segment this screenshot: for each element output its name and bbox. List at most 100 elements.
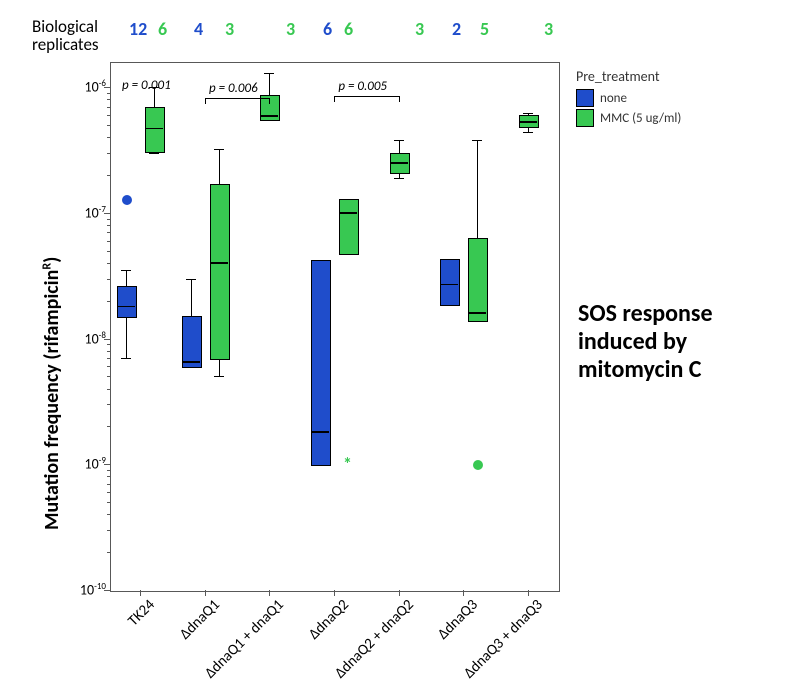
- ytick-mark: [104, 213, 110, 214]
- replicate-count: 2: [452, 18, 461, 40]
- median-line: [440, 284, 458, 286]
- replicate-count: 3: [225, 18, 234, 40]
- median-line: [260, 115, 278, 117]
- ytick-minor: [107, 107, 110, 108]
- ytick-minor: [107, 376, 110, 377]
- median-line: [390, 162, 408, 164]
- box: [260, 95, 280, 120]
- whisker-cap: [214, 376, 224, 377]
- ytick-minor: [107, 225, 110, 226]
- side-text-l1: SOS response: [578, 299, 713, 328]
- legend-label-mmc: MMC (5 ug/ml): [600, 111, 681, 126]
- y-axis-label: Mutation frequency (rifampicinR): [40, 257, 64, 530]
- legend-item-none: none: [576, 89, 681, 107]
- sig-bracket-end: [334, 96, 335, 102]
- xtick-mark: [463, 590, 464, 596]
- legend-item-mmc: MMC (5 ug/ml): [576, 109, 681, 127]
- sig-bracket: [205, 98, 270, 99]
- ytick-minor: [107, 552, 110, 553]
- ytick-minor: [107, 426, 110, 427]
- xtick-mark: [140, 590, 141, 596]
- replicate-count: 6: [323, 18, 332, 40]
- median-line: [210, 262, 228, 264]
- replicate-count: 6: [344, 18, 353, 40]
- side-text-l2: induced by: [578, 327, 687, 356]
- ytick-minor: [107, 344, 110, 345]
- ytick-minor: [107, 93, 110, 94]
- sig-bracket-end: [205, 98, 206, 104]
- whisker-cap: [523, 132, 533, 133]
- whisker-cap: [186, 279, 196, 280]
- ytick-label: 10-9: [72, 455, 106, 473]
- xtick-label: ΔdnaQ3: [435, 596, 482, 643]
- box: [440, 259, 460, 306]
- ytick-minor: [107, 366, 110, 367]
- xtick-label: ΔdnaQ1: [176, 596, 223, 643]
- legend: Pre_treatment none MMC (5 ug/ml): [576, 68, 681, 127]
- whisker-cap: [264, 73, 274, 74]
- whisker: [191, 279, 192, 317]
- ytick-minor: [107, 263, 110, 264]
- ytick-minor: [107, 404, 110, 405]
- plot-area: [110, 62, 560, 592]
- whisker: [219, 358, 220, 376]
- y-axis-label-text: Mutation frequency (rifampicin: [40, 270, 64, 530]
- box: [311, 260, 331, 466]
- p-value-label: p = 0.006: [209, 81, 258, 96]
- whisker: [126, 316, 127, 358]
- sig-bracket-end: [399, 96, 400, 102]
- whisker: [269, 73, 270, 96]
- median-line: [145, 128, 163, 130]
- median-line: [182, 361, 200, 363]
- ytick-minor: [107, 125, 110, 126]
- ytick-minor: [107, 153, 110, 154]
- replicate-count: 5: [480, 18, 489, 40]
- xtick-mark: [399, 590, 400, 596]
- ytick-label: 10-10: [72, 581, 106, 599]
- whisker-cap: [472, 140, 482, 141]
- median-line: [339, 212, 357, 214]
- ytick-minor: [107, 241, 110, 242]
- ytick-minor: [107, 530, 110, 531]
- ytick-label: 10-7: [72, 204, 106, 222]
- legend-swatch-none: [576, 89, 594, 107]
- ytick-minor: [107, 301, 110, 302]
- replicate-count: 6: [158, 18, 167, 40]
- whisker-cap: [214, 149, 224, 150]
- ytick-minor: [107, 476, 110, 477]
- ytick-minor: [107, 175, 110, 176]
- median-line: [117, 306, 135, 308]
- ytick-minor: [107, 232, 110, 233]
- ytick-minor: [107, 115, 110, 116]
- y-axis-label-sup: R: [40, 263, 54, 270]
- legend-label-none: none: [600, 91, 627, 106]
- whisker: [219, 149, 220, 184]
- ytick-label: 10-6: [72, 78, 106, 96]
- median-line: [311, 431, 329, 433]
- bio-replicates-label-l2: replicates: [32, 34, 99, 55]
- median-line: [468, 312, 486, 314]
- page: Biological replicates 126433663253 Mutat…: [0, 0, 796, 687]
- p-value-label: p = 0.001: [122, 78, 171, 93]
- ytick-minor: [107, 219, 110, 220]
- whisker-cap: [121, 358, 131, 359]
- ytick-minor: [107, 279, 110, 280]
- box: [117, 286, 137, 318]
- p-value-label: p = 0.005: [338, 79, 387, 94]
- xtick-mark: [269, 590, 270, 596]
- whisker: [399, 140, 400, 153]
- replicate-count: 3: [286, 18, 295, 40]
- side-text-l3: mitomycin C: [578, 355, 702, 384]
- legend-title: Pre_treatment: [576, 68, 681, 85]
- side-text: SOS response induced by mitomycin C: [578, 300, 713, 384]
- box: [468, 238, 488, 322]
- xtick-label: TK24: [125, 596, 159, 630]
- whisker-cap: [121, 270, 131, 271]
- ytick-mark: [104, 590, 110, 591]
- xtick-mark: [334, 590, 335, 596]
- replicate-count: 3: [544, 18, 553, 40]
- ytick-minor: [107, 502, 110, 503]
- sig-bracket: [334, 96, 399, 97]
- xtick-mark: [528, 590, 529, 596]
- ytick-mark: [104, 464, 110, 465]
